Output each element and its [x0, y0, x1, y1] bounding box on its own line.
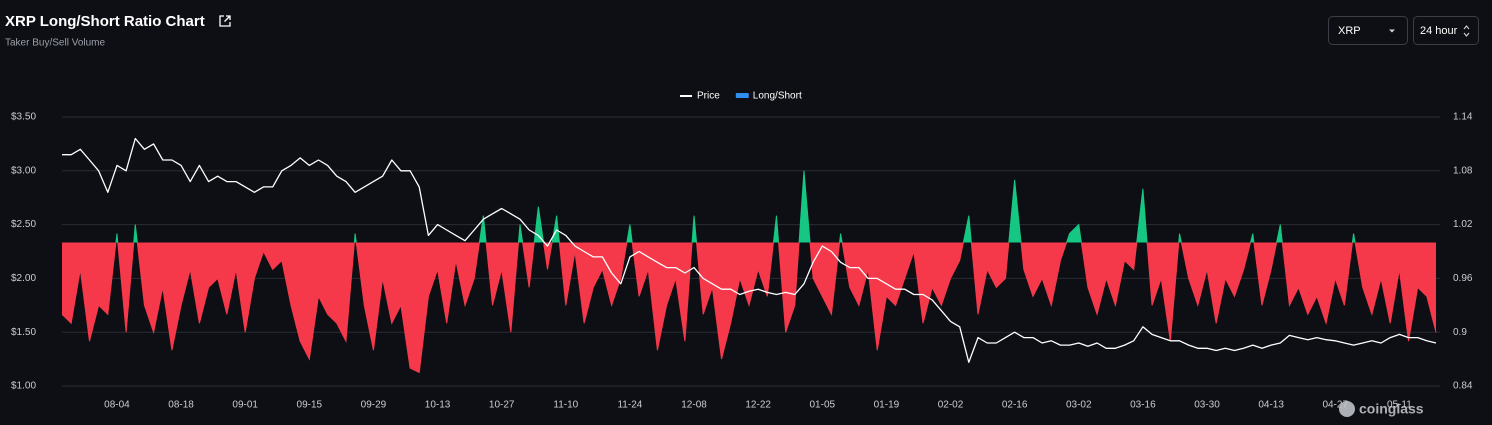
x-tick-label: 08-18: [168, 400, 194, 411]
y2-tick-label: 0.84: [1453, 381, 1473, 392]
y-tick-label: $3.00: [11, 165, 36, 176]
watermark: coinglass: [1339, 401, 1424, 417]
x-tick-label: 01-19: [874, 400, 900, 411]
y-tick-label: $2.00: [11, 273, 36, 284]
x-tick-label: 10-27: [489, 400, 515, 411]
x-tick-label: 12-08: [681, 400, 707, 411]
y2-tick-label: 1.08: [1453, 165, 1473, 176]
x-tick-label: 03-30: [1194, 400, 1220, 411]
y2-tick-label: 0.96: [1453, 273, 1473, 284]
x-tick-label: 02-16: [1002, 400, 1028, 411]
legend-label: Price: [697, 91, 720, 102]
y-tick-label: $3.50: [11, 112, 36, 123]
x-tick-label: 10-13: [425, 400, 451, 411]
x-tick-label: 08-04: [104, 400, 130, 411]
ratio-area-fill: [62, 170, 1436, 373]
x-tick-label: 09-15: [297, 400, 323, 411]
title: XRP Long/Short Ratio Chart: [5, 13, 205, 30]
legend-swatch: [735, 93, 749, 98]
y-tick-label: $1.00: [11, 381, 36, 392]
y-tick-label: $1.50: [11, 327, 36, 338]
watermark-text: coinglass: [1359, 401, 1424, 417]
x-tick-label: 12-22: [745, 400, 771, 411]
subtitle: Taker Buy/Sell Volume: [5, 38, 105, 49]
y2-tick-label: 0.9: [1453, 327, 1467, 338]
interval-select[interactable]: 24 hour: [1413, 16, 1479, 45]
x-tick-label: 05-11: [1387, 400, 1412, 411]
x-tick-label: 09-29: [361, 400, 387, 411]
y2-tick-label: 1.02: [1453, 219, 1473, 230]
symbol-value: XRP: [1338, 25, 1361, 37]
interval-value: 24 hour: [1420, 25, 1458, 37]
x-tick-label: 03-16: [1130, 400, 1156, 411]
external-link-icon[interactable]: [219, 15, 231, 27]
ratio-line: [61, 170, 1437, 374]
x-tick-label: 03-02: [1066, 400, 1092, 411]
y2-tick-label: 1.14: [1453, 112, 1473, 123]
x-tick-label: 02-02: [938, 400, 964, 411]
legend-label: Long/Short: [753, 91, 802, 102]
price-line: [62, 137, 1437, 363]
y-tick-label: $2.50: [11, 219, 36, 230]
x-tick-label: 11-24: [617, 400, 642, 411]
symbol-select[interactable]: XRP: [1328, 16, 1408, 45]
x-tick-label: 01-05: [809, 400, 835, 411]
x-tick-label: 09-01: [232, 400, 258, 411]
x-tick-label: 11-10: [553, 400, 578, 411]
x-tick-label: 04-13: [1258, 400, 1284, 411]
x-tick-label: 04-27: [1322, 400, 1348, 411]
